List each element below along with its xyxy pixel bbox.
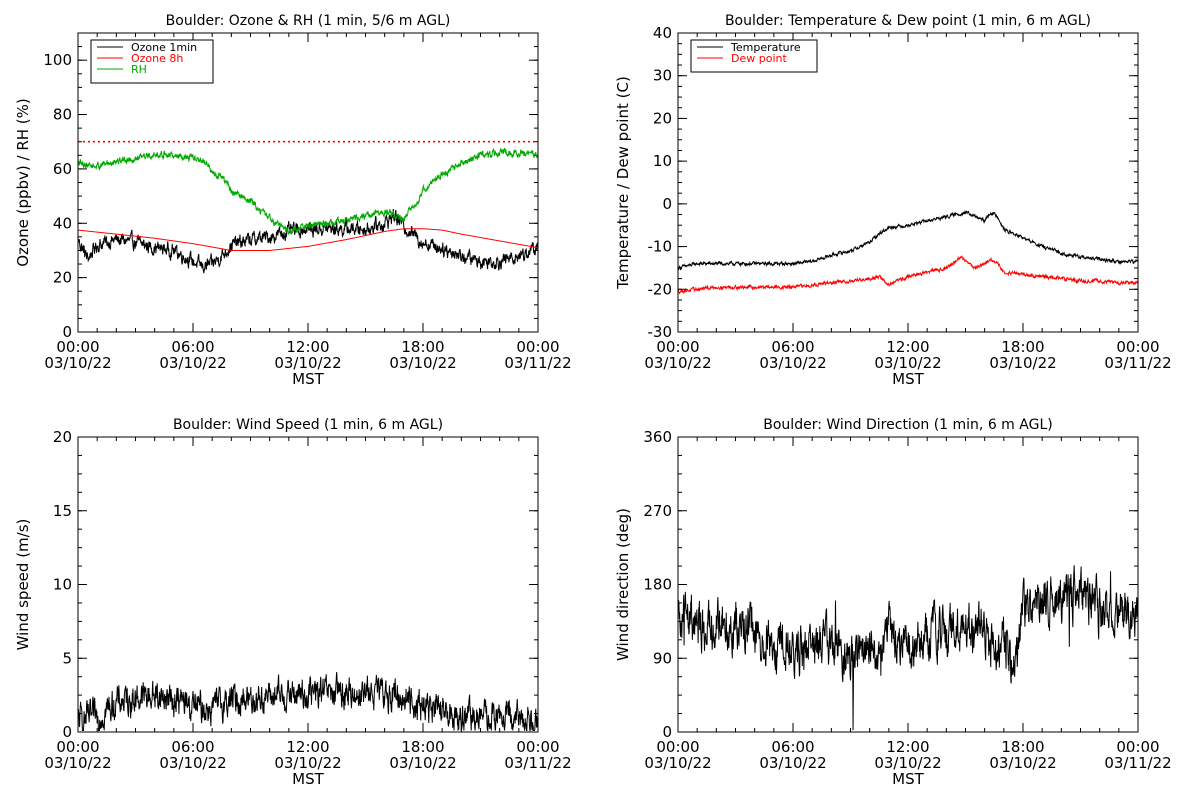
x-tick-time: 12:00 bbox=[286, 738, 329, 756]
x-tick-time: 00:00 bbox=[56, 738, 99, 756]
series-line-0 bbox=[678, 565, 1138, 731]
x-tick-time: 06:00 bbox=[171, 338, 214, 356]
y-tick-label: 10 bbox=[653, 152, 672, 170]
legend-box bbox=[690, 39, 818, 73]
y-tick-label: 30 bbox=[653, 67, 672, 85]
y-tick-label: 20 bbox=[653, 109, 672, 127]
x-tick-time: 12:00 bbox=[286, 338, 329, 356]
legend-label: Dew point bbox=[731, 52, 787, 65]
y-tick-label: 0 bbox=[662, 723, 672, 741]
series-line-0 bbox=[678, 210, 1138, 271]
x-tick-date: 03/10/22 bbox=[274, 754, 341, 772]
y-tick-label: 100 bbox=[43, 51, 72, 69]
y-tick-label: 40 bbox=[53, 214, 72, 232]
y-tick-label: 180 bbox=[643, 576, 672, 594]
x-tick-time: 00:00 bbox=[656, 338, 699, 356]
x-axis-label: MST bbox=[292, 770, 324, 788]
y-tick-label: -30 bbox=[648, 323, 673, 341]
y-tick-label: 0 bbox=[62, 323, 72, 341]
x-tick-date: 03/10/22 bbox=[759, 354, 826, 372]
chart-title: Boulder: Wind Speed (1 min, 6 m AGL) bbox=[173, 417, 443, 433]
y-axis-label: Wind speed (m/s) bbox=[14, 519, 32, 651]
plot-frame bbox=[77, 32, 539, 333]
y-axis-label: Wind direction (deg) bbox=[614, 508, 632, 661]
x-tick-date: 03/10/22 bbox=[274, 354, 341, 372]
x-tick-date: 03/11/22 bbox=[1104, 354, 1171, 372]
x-tick-time: 00:00 bbox=[1116, 738, 1159, 756]
x-tick-time: 12:00 bbox=[886, 338, 929, 356]
plot-frame bbox=[677, 32, 1139, 333]
y-tick-label: 90 bbox=[653, 649, 672, 667]
legend-label: RH bbox=[131, 63, 147, 76]
y-tick-label: 5 bbox=[62, 649, 72, 667]
y-axis-label: Ozone (ppbv) / RH (%) bbox=[14, 98, 32, 267]
x-tick-date: 03/10/22 bbox=[759, 754, 826, 772]
x-axis-label: MST bbox=[892, 370, 924, 388]
y-tick-label: 0 bbox=[662, 195, 672, 213]
y-tick-label: 20 bbox=[53, 269, 72, 287]
x-tick-date: 03/10/22 bbox=[644, 754, 711, 772]
chart-panel-1: Boulder: Temperature & Dew point (1 min,… bbox=[614, 13, 1172, 388]
legend-label: Ozone 1min bbox=[131, 41, 197, 54]
x-tick-date: 03/10/22 bbox=[159, 754, 226, 772]
series-line-0 bbox=[78, 209, 538, 274]
x-tick-time: 00:00 bbox=[516, 738, 559, 756]
y-tick-label: 40 bbox=[653, 24, 672, 42]
x-axis-label: MST bbox=[892, 770, 924, 788]
legend-label: Ozone 8h bbox=[131, 52, 183, 65]
y-tick-label: 10 bbox=[53, 576, 72, 594]
series-line-1 bbox=[78, 228, 538, 251]
x-tick-date: 03/10/22 bbox=[644, 354, 711, 372]
y-tick-label: 20 bbox=[53, 428, 72, 446]
x-axis-label: MST bbox=[292, 370, 324, 388]
series-line-1 bbox=[678, 254, 1138, 295]
y-tick-label: 60 bbox=[53, 160, 72, 178]
x-tick-date: 03/10/22 bbox=[44, 754, 111, 772]
chart-panel-2: Boulder: Wind Speed (1 min, 6 m AGL) 0 5 10… bbox=[14, 417, 572, 788]
x-tick-time: 18:00 bbox=[401, 338, 444, 356]
x-tick-time: 00:00 bbox=[516, 338, 559, 356]
x-tick-date: 03/10/22 bbox=[989, 754, 1056, 772]
x-tick-time: 18:00 bbox=[1001, 338, 1044, 356]
y-tick-label: 0 bbox=[62, 723, 72, 741]
chart-title: Boulder: Ozone & RH (1 min, 5/6 m AGL) bbox=[166, 13, 451, 29]
x-tick-time: 18:00 bbox=[401, 738, 444, 756]
x-tick-date: 03/10/22 bbox=[989, 354, 1056, 372]
y-tick-label: -20 bbox=[648, 280, 673, 298]
x-tick-date: 03/10/22 bbox=[159, 354, 226, 372]
chart-panel-0: Boulder: Ozone & RH (1 min, 5/6 m AGL) 0 2… bbox=[14, 13, 572, 388]
x-tick-date: 03/11/22 bbox=[504, 354, 571, 372]
x-tick-date: 03/10/22 bbox=[874, 354, 941, 372]
y-tick-label: 15 bbox=[53, 502, 72, 520]
x-tick-time: 00:00 bbox=[1116, 338, 1159, 356]
x-tick-date: 03/11/22 bbox=[504, 754, 571, 772]
x-tick-time: 06:00 bbox=[771, 738, 814, 756]
legend-label: Temperature bbox=[730, 41, 801, 54]
x-tick-time: 06:00 bbox=[171, 738, 214, 756]
plot-frame bbox=[677, 436, 1139, 733]
x-tick-date: 03/10/22 bbox=[389, 354, 456, 372]
chart-title: Boulder: Temperature & Dew point (1 min,… bbox=[725, 13, 1091, 29]
chart-title: Boulder: Wind Direction (1 min, 6 m AGL) bbox=[763, 417, 1052, 433]
x-tick-time: 12:00 bbox=[886, 738, 929, 756]
x-tick-date: 03/10/22 bbox=[874, 754, 941, 772]
plot-frame bbox=[77, 436, 539, 733]
x-tick-time: 06:00 bbox=[771, 338, 814, 356]
x-tick-time: 00:00 bbox=[56, 338, 99, 356]
y-tick-label: -10 bbox=[648, 238, 673, 256]
y-tick-label: 80 bbox=[53, 106, 72, 124]
x-tick-date: 03/11/22 bbox=[1104, 754, 1171, 772]
x-tick-date: 03/10/22 bbox=[389, 754, 456, 772]
x-tick-date: 03/10/22 bbox=[44, 354, 111, 372]
chart-panel-3: Boulder: Wind Direction (1 min, 6 m AGL)… bbox=[614, 417, 1172, 788]
y-tick-label: 360 bbox=[643, 428, 672, 446]
series-line-0 bbox=[78, 671, 538, 732]
x-tick-time: 18:00 bbox=[1001, 738, 1044, 756]
y-tick-label: 270 bbox=[643, 502, 672, 520]
y-axis-label: Temperature / Dew point (C) bbox=[614, 76, 632, 290]
series-line-2 bbox=[78, 147, 538, 236]
x-tick-time: 00:00 bbox=[656, 738, 699, 756]
